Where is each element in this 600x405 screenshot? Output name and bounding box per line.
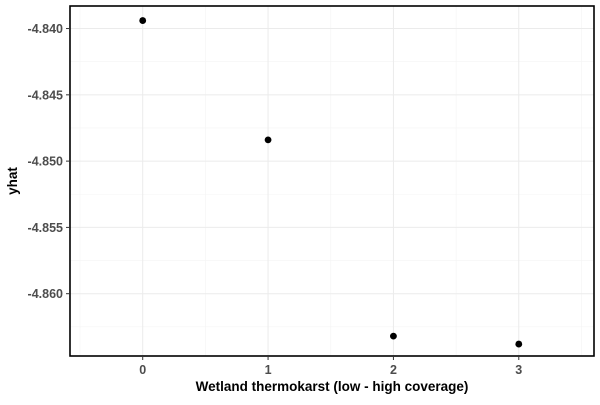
data-points <box>139 17 523 348</box>
major-gridlines <box>70 6 594 356</box>
axis-ticks <box>66 28 520 360</box>
data-point <box>515 340 523 348</box>
y-tick-label: -4.860 <box>28 287 63 301</box>
minor-gridlines <box>70 6 594 356</box>
y-tick-label: -4.855 <box>28 221 63 235</box>
plot-panel-border <box>69 5 595 357</box>
x-tick-label: 3 <box>515 363 522 377</box>
y-axis-title: yhat <box>5 167 20 195</box>
x-axis-title: Wetland thermokarst (low - high coverage… <box>196 379 469 394</box>
x-tick-label: 2 <box>390 363 397 377</box>
y-tick-label: -4.850 <box>28 155 63 169</box>
data-point <box>264 136 272 144</box>
y-axis-tick-labels: -4.840 -4.845 -4.850 -4.855 -4.860 <box>28 22 63 301</box>
x-tick-label: 1 <box>265 363 272 377</box>
data-point <box>139 17 147 24</box>
x-tick-label: 0 <box>139 363 146 377</box>
y-tick-label: -4.845 <box>28 88 63 102</box>
data-point <box>390 332 397 340</box>
x-axis-tick-labels: 0 1 2 3 <box>139 363 522 377</box>
y-tick-label: -4.840 <box>28 22 63 36</box>
